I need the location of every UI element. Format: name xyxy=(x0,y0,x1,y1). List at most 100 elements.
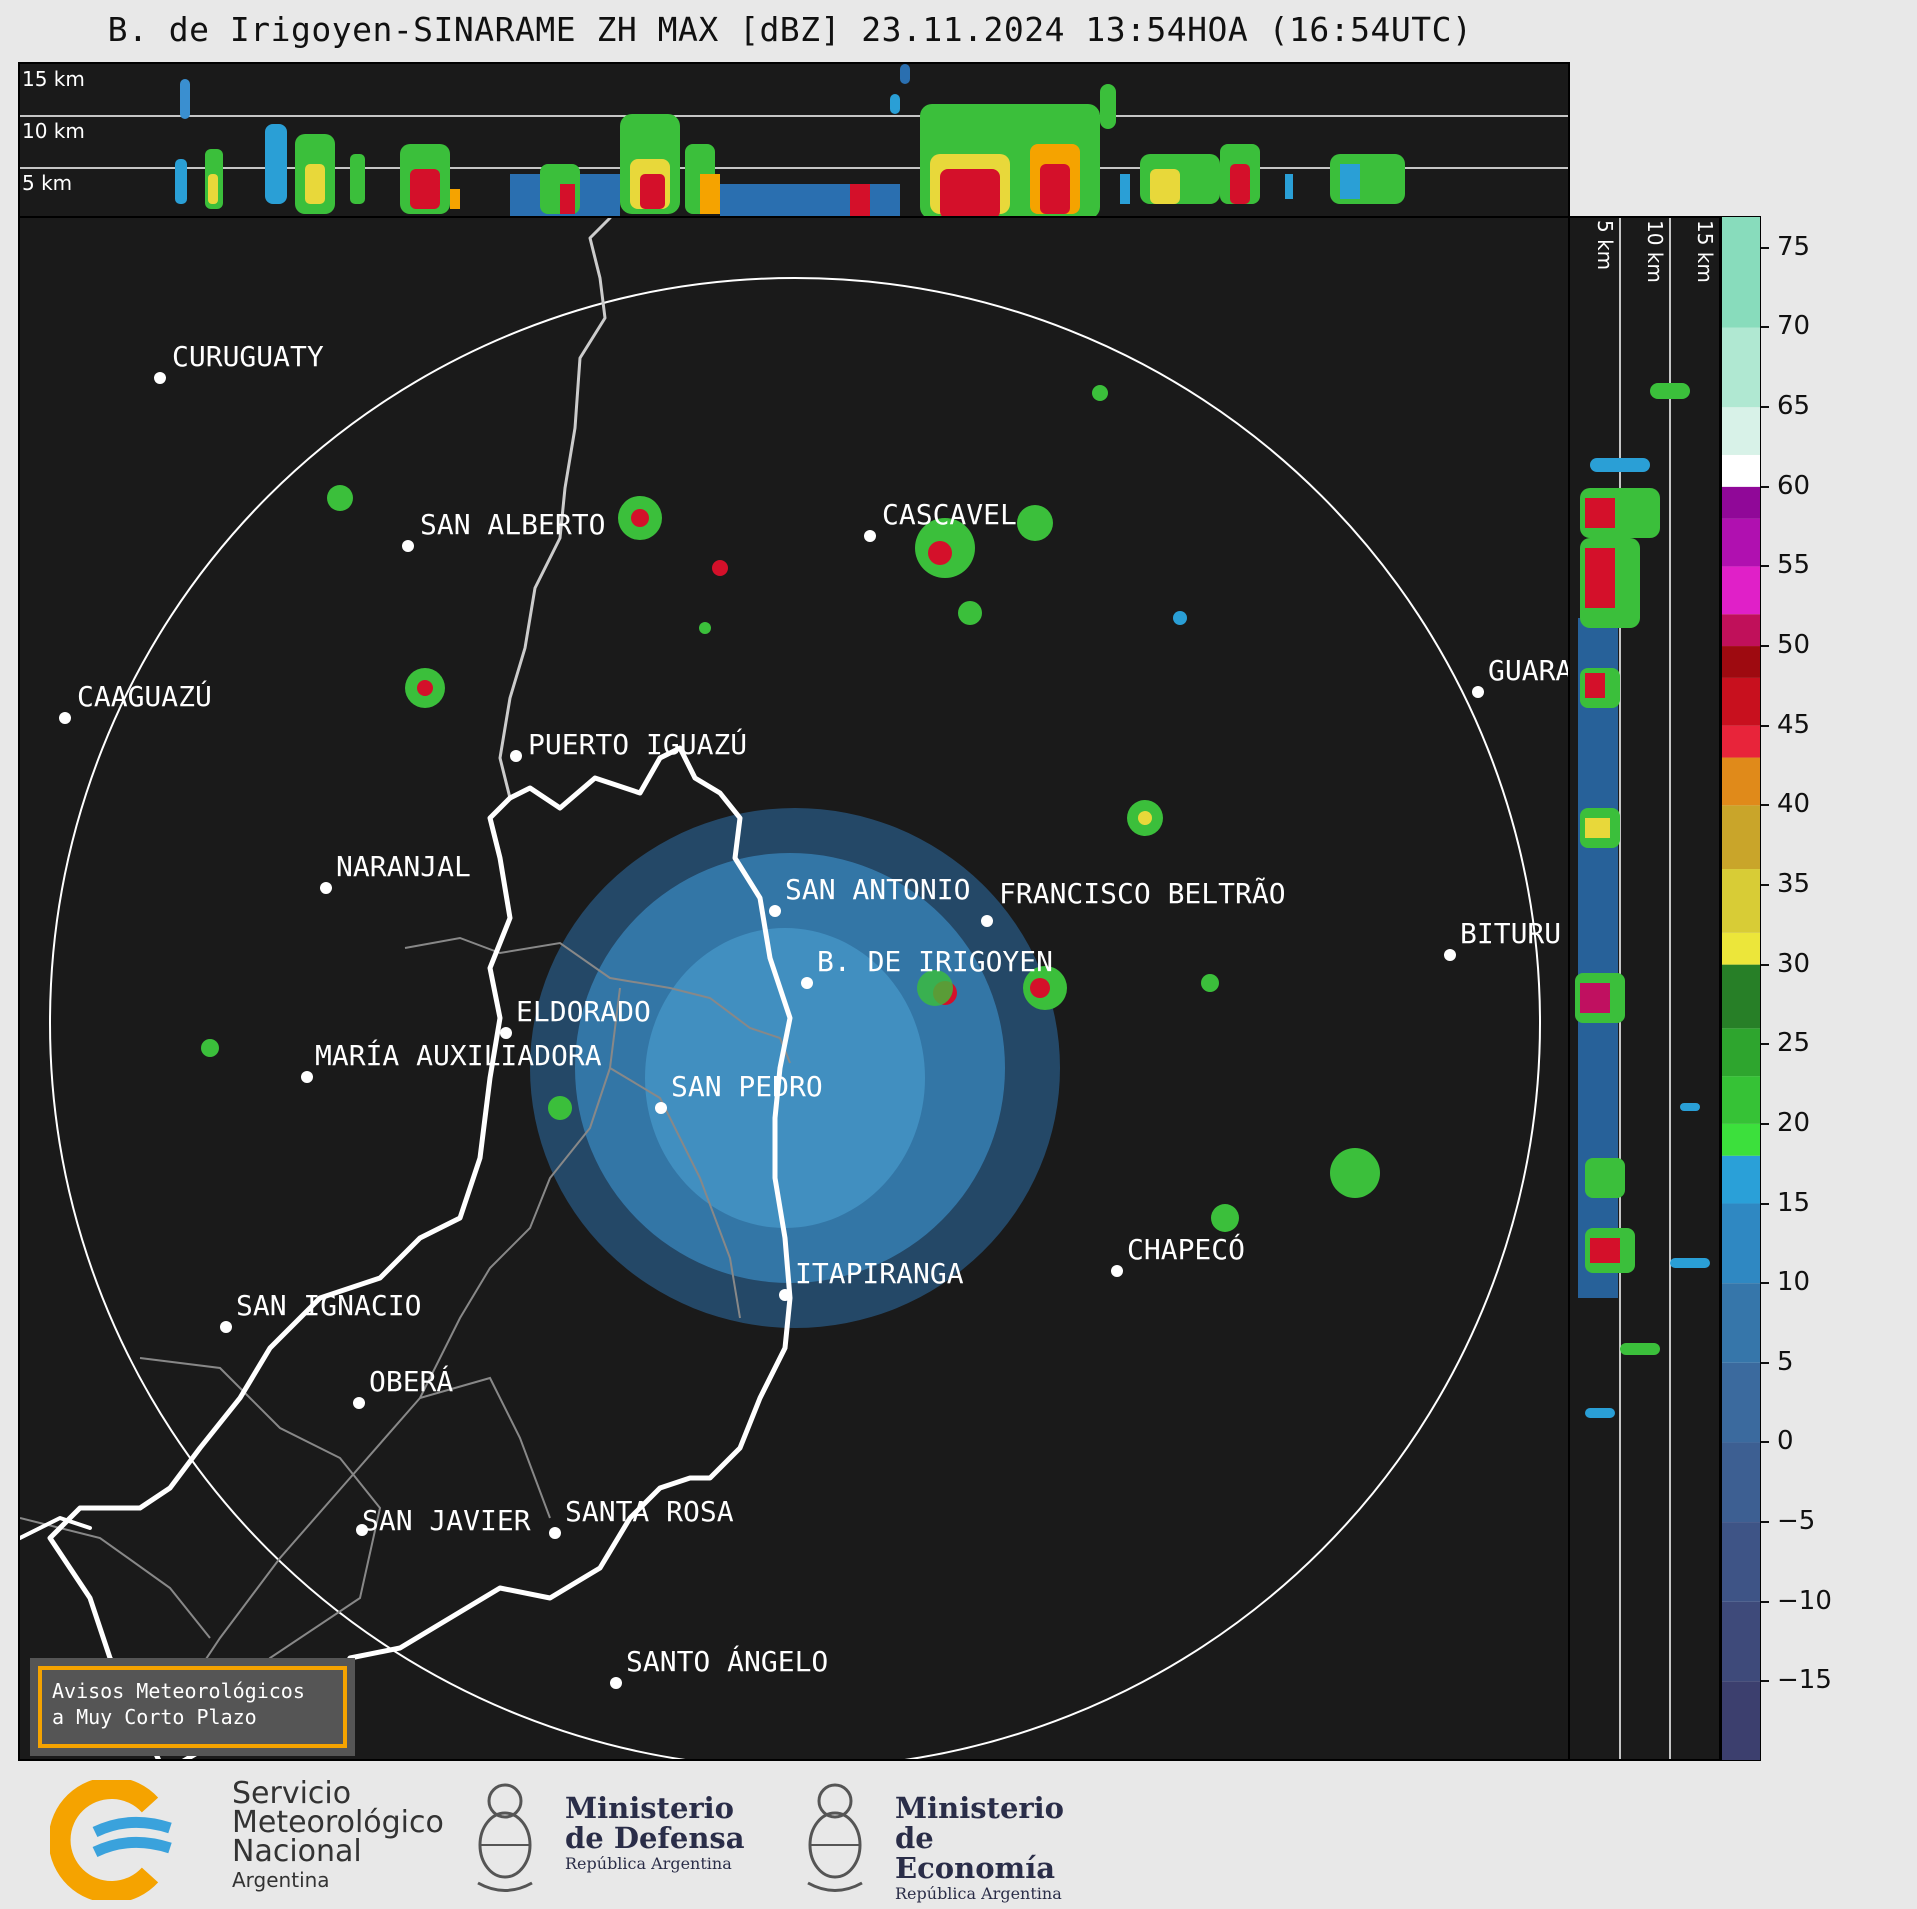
city-bernardo-de-irigoyen: B. DE IRIGOYEN xyxy=(817,945,1053,978)
colorbar-band-21 xyxy=(1721,518,1761,567)
city-chapeco: CHAPECÓ xyxy=(1127,1232,1245,1266)
city-san-javier: SAN JAVIER xyxy=(362,1504,531,1537)
radar-echoes xyxy=(201,385,1380,1328)
defensa-logo: Ministerio de Defensa República Argentin… xyxy=(470,1765,750,1909)
top-profile-echoes xyxy=(175,64,1405,216)
city-maria-auxiliadora: MARÍA AUXILIADORA xyxy=(315,1038,602,1072)
radar-map[interactable]: CURUGUATY SAN ALBERTO CASCAVEL CAAGUAZÚ … xyxy=(18,216,1570,1761)
city-san-ignacio: SAN IGNACIO xyxy=(236,1289,421,1322)
colorbar-tick: 30 xyxy=(1761,949,1810,979)
city-curuguaty: CURUGUATY xyxy=(172,340,324,373)
economia-line-2: de Economía xyxy=(895,1821,1056,1885)
colorbar-band-15 xyxy=(1721,757,1761,806)
city-san-alberto: SAN ALBERTO xyxy=(420,508,605,541)
colorbar-band-24 xyxy=(1721,407,1761,455)
colorbar-band-9 xyxy=(1721,1076,1761,1124)
colorbar-band-5 xyxy=(1721,1283,1761,1363)
city-cascavel: CASCAVEL xyxy=(882,498,1017,531)
colorbar-tick: 5 xyxy=(1761,1347,1794,1377)
range-ring xyxy=(49,277,1541,1759)
economia-logo: Ministerio de Economía República Argenti… xyxy=(800,1765,1100,1909)
colorbar-band-22 xyxy=(1721,486,1761,519)
colorbar-tick: 50 xyxy=(1761,630,1810,660)
colorbar-band-18 xyxy=(1721,646,1761,678)
warning-link[interactable]: Avisos Meteorológicos a Muy Corto Plazo xyxy=(30,1658,355,1756)
colorbar-band-23 xyxy=(1721,454,1761,487)
city-obera: OBERÁ xyxy=(369,1364,453,1398)
colorbar-band-10 xyxy=(1721,1028,1761,1077)
colorbar-tick: 70 xyxy=(1761,311,1810,341)
colorbar-band-13 xyxy=(1721,869,1761,933)
colorbar-band-4 xyxy=(1721,1362,1761,1443)
colorbar-tick: −10 xyxy=(1761,1586,1832,1616)
colorbar-tick: 15 xyxy=(1761,1188,1810,1218)
colorbar-tick: 75 xyxy=(1761,232,1810,262)
colorbar xyxy=(1721,216,1761,1761)
city-naranjal: NARANJAL xyxy=(336,850,471,883)
footer: Servicio Meteorológico Nacional Argentin… xyxy=(0,1765,1917,1909)
colorbar-tick: 25 xyxy=(1761,1028,1810,1058)
colorbar-tick: 45 xyxy=(1761,710,1810,740)
top-height-label-15: 15 km xyxy=(22,67,85,91)
colorbar-tick: 40 xyxy=(1761,789,1810,819)
colorbar-band-25 xyxy=(1721,327,1761,408)
smn-line-1: Servicio xyxy=(232,1776,352,1811)
city-bituru: BITURU xyxy=(1460,917,1561,950)
smn-line-3: Nacional xyxy=(232,1834,362,1869)
side-height-label-10: 10 km xyxy=(1643,220,1667,283)
colorbar-tick: 20 xyxy=(1761,1108,1810,1138)
colorbar-band-14 xyxy=(1721,805,1761,870)
side-height-profile: 5 km 10 km 15 km xyxy=(1568,216,1721,1761)
colorbar-band-2 xyxy=(1721,1522,1761,1602)
smn-line-2: Meteorológico xyxy=(232,1805,444,1840)
colorbar-tick: 0 xyxy=(1761,1426,1794,1456)
defensa-line-1: Ministerio xyxy=(565,1791,735,1825)
city-caaguazu: CAAGUAZÚ xyxy=(77,679,212,713)
city-guara: GUARA xyxy=(1488,654,1570,687)
smn-logo-icon xyxy=(50,1780,172,1900)
colorbar-tick: 55 xyxy=(1761,550,1810,580)
economia-line-1: Ministerio xyxy=(895,1791,1065,1825)
city-itapiranga: ITAPIRANGA xyxy=(795,1257,964,1290)
top-height-label-5: 5 km xyxy=(22,171,72,195)
colorbar-band-19 xyxy=(1721,614,1761,647)
country-borders xyxy=(20,218,793,1759)
city-puerto-iguazu: PUERTO IGUAZÚ xyxy=(528,727,747,761)
colorbar-tick: 35 xyxy=(1761,869,1810,899)
colorbar-band-11 xyxy=(1721,964,1761,1029)
colorbar-tick: −15 xyxy=(1761,1665,1832,1695)
colorbar-band-17 xyxy=(1721,677,1761,726)
colorbar-band-3 xyxy=(1721,1442,1761,1523)
warning-line-2: a Muy Corto Plazo xyxy=(52,1705,257,1729)
colorbar-band-8 xyxy=(1721,1123,1761,1156)
defensa-line-3: República Argentina xyxy=(565,1854,732,1873)
colorbar-band-12 xyxy=(1721,932,1761,965)
colorbar-band-7 xyxy=(1721,1155,1761,1204)
colorbar-tick: 60 xyxy=(1761,471,1810,501)
colorbar-tick: 65 xyxy=(1761,391,1810,421)
side-height-label-15: 15 km xyxy=(1693,220,1717,283)
colorbar-band-16 xyxy=(1721,725,1761,758)
city-santa-rosa: SANTA ROSA xyxy=(565,1495,734,1528)
top-height-label-10: 10 km xyxy=(22,119,85,143)
city-markers: CURUGUATY SAN ALBERTO CASCAVEL CAAGUAZÚ … xyxy=(59,340,1570,1689)
coat-of-arms-icon xyxy=(807,1783,863,1892)
side-height-label-5: 5 km xyxy=(1593,220,1617,270)
colorbar-band-26 xyxy=(1721,216,1761,328)
colorbar-band-6 xyxy=(1721,1203,1761,1284)
colorbar-band-1 xyxy=(1721,1601,1761,1682)
defensa-line-2: de Defensa xyxy=(565,1821,745,1855)
smn-line-4: Argentina xyxy=(232,1868,330,1892)
colorbar-band-0 xyxy=(1721,1681,1761,1761)
radar-title: B. de Irigoyen-SINARAME ZH MAX [dBZ] 23.… xyxy=(107,10,1473,49)
city-santo-angelo: SANTO ÁNGELO xyxy=(626,1644,828,1678)
smn-logo: Servicio Meteorológico Nacional Argentin… xyxy=(50,1765,444,1909)
city-san-antonio: SAN ANTONIO xyxy=(785,873,970,906)
city-francisco-beltrao: FRANCISCO BELTRÃO xyxy=(999,877,1286,910)
city-san-pedro: SAN PEDRO xyxy=(671,1070,823,1103)
colorbar-tick: −5 xyxy=(1761,1506,1815,1536)
top-height-profile: 15 km 10 km 5 km xyxy=(18,62,1570,218)
colorbar-tick: 10 xyxy=(1761,1267,1810,1297)
coat-of-arms-icon xyxy=(477,1783,533,1892)
warning-line-1: Avisos Meteorológicos xyxy=(52,1679,305,1703)
